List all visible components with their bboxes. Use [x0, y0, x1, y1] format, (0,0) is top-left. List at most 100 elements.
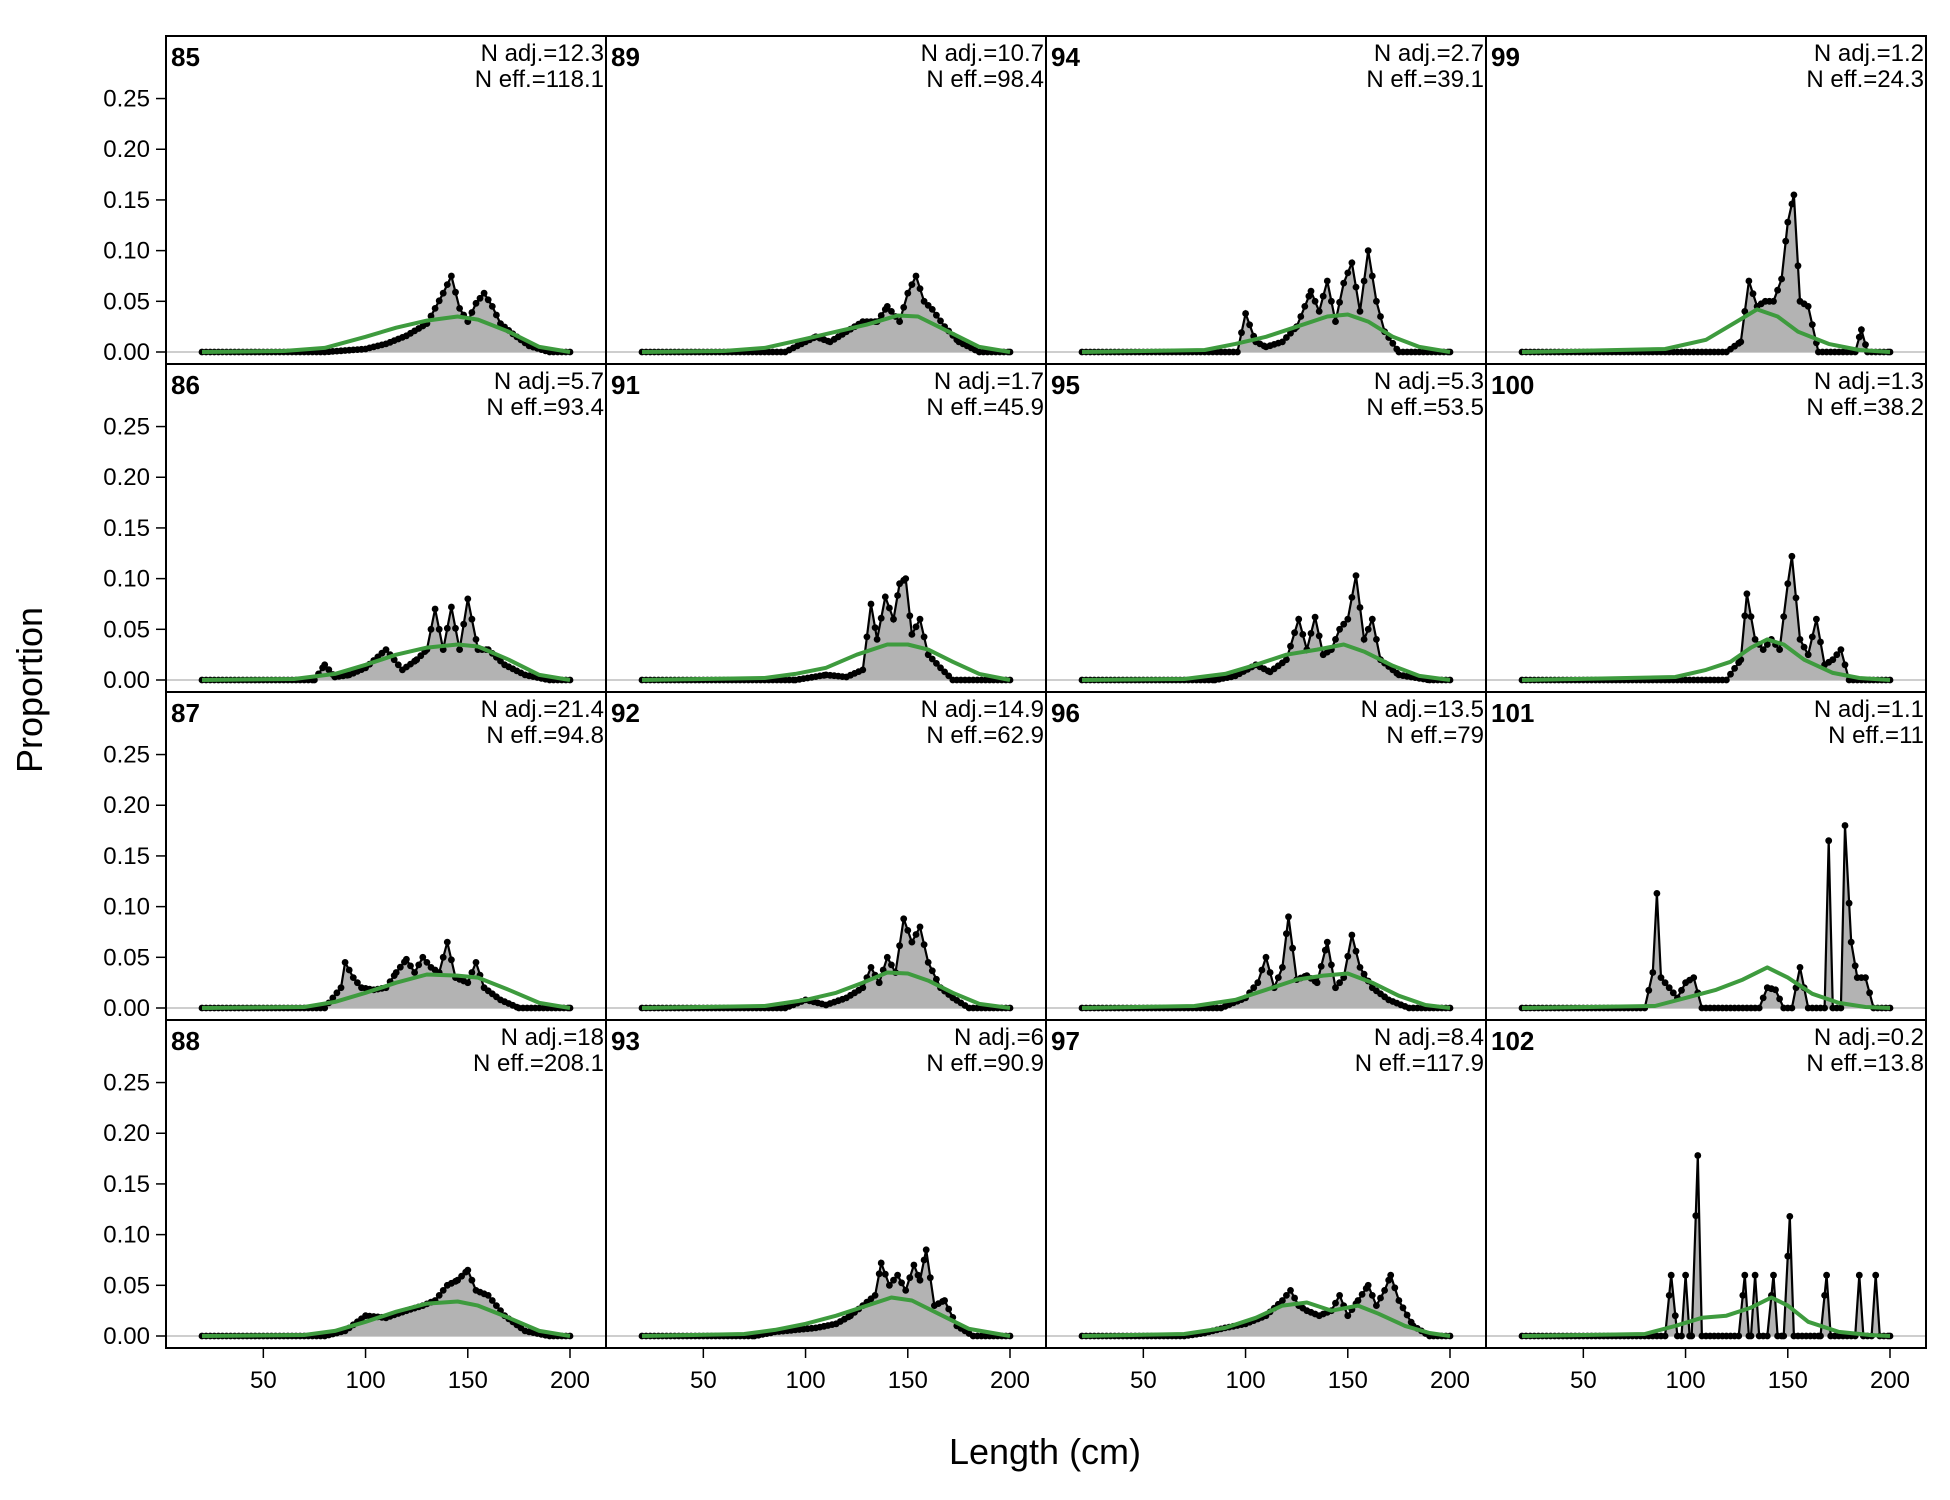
observed-point: [1307, 287, 1315, 295]
x-tick-label: 150: [448, 1367, 488, 1394]
observed-point: [1855, 333, 1863, 341]
observed-point: [468, 969, 476, 976]
observed-point: [1763, 641, 1771, 648]
observed-point: [1285, 913, 1292, 921]
observed-line: [1522, 1155, 1890, 1338]
observed-point: [1381, 1287, 1388, 1294]
expected-line: [201, 1299, 571, 1338]
observed-point: [1669, 989, 1677, 997]
observed-point: [906, 1274, 914, 1282]
observed-point: [1368, 272, 1376, 280]
observed-point: [1356, 308, 1364, 315]
x-tick-label: 50: [1570, 1367, 1597, 1394]
panel-n-adj: N adj.=1.7: [934, 368, 1044, 395]
observed-point: [427, 625, 435, 633]
y-tick-label: 0.10: [103, 238, 150, 265]
observed-point: [1313, 979, 1321, 987]
x-tick-label: 200: [1870, 1367, 1910, 1394]
observed-point: [1784, 1252, 1792, 1260]
y-tick-label: 0.05: [103, 288, 150, 315]
observed-point: [1817, 1332, 1824, 1340]
expected-line: [201, 314, 571, 354]
observed-point: [1723, 676, 1730, 684]
observed-point: [920, 941, 928, 948]
panel-label: 93: [611, 1026, 640, 1056]
observed-point: [1749, 290, 1757, 298]
panel-91: 91 N adj.=1.7N eff.=45.9: [605, 363, 1047, 693]
observed-point: [1328, 297, 1335, 305]
expected-line: [1521, 637, 1891, 682]
panel-94: 94 N adj.=2.7N eff.=39.1: [1045, 35, 1487, 365]
observed-point: [1735, 1332, 1743, 1340]
observed-point: [448, 272, 455, 280]
panel-95: 95 N adj.=5.3N eff.=53.5: [1045, 363, 1487, 693]
observed-point: [1340, 620, 1348, 628]
y-tick-label: 0.25: [103, 86, 150, 113]
observed-point: [1796, 636, 1804, 643]
observed-point: [1283, 930, 1290, 938]
observed-point: [924, 959, 932, 966]
observed-point: [1851, 962, 1859, 970]
observed-point: [920, 633, 928, 641]
observed-point: [1747, 1332, 1755, 1340]
panel-n-eff: N eff.=11: [1828, 722, 1924, 749]
observed-point: [1808, 633, 1816, 641]
observed-point: [1847, 938, 1855, 946]
observed-point: [1364, 1281, 1372, 1289]
observed-point: [912, 623, 920, 631]
observed-area: [642, 276, 1010, 352]
observed-area: [1522, 194, 1890, 352]
observed-point: [1360, 970, 1368, 978]
observed-point: [1800, 643, 1808, 651]
observed-point: [1279, 1297, 1286, 1304]
observed-point: [443, 624, 451, 632]
observed-point: [321, 1004, 329, 1012]
observed-point: [1770, 297, 1777, 305]
observed-point: [1776, 646, 1783, 653]
panel-93: 93 N adj.=6N eff.=90.9: [605, 1019, 1047, 1349]
observed-point: [1858, 326, 1865, 334]
observed-point: [1377, 1294, 1384, 1302]
observed-point: [1352, 947, 1360, 955]
observed-point: [1291, 629, 1298, 637]
observed-point: [1364, 247, 1372, 255]
panel-n-adj: N adj.=21.4: [481, 696, 604, 723]
observed-area: [642, 578, 1010, 680]
observed-point: [411, 969, 418, 976]
observed-point: [1336, 979, 1343, 987]
panel-n-eff: N eff.=13.8: [1806, 1050, 1924, 1077]
observed-point: [1287, 329, 1294, 337]
observed-point: [875, 1270, 883, 1278]
observed-point: [427, 312, 435, 320]
observed-point: [1678, 986, 1685, 994]
observed-point: [928, 306, 936, 313]
y-tick-label: 0.25: [103, 414, 150, 441]
panel-n-eff: N eff.=93.4: [486, 394, 604, 421]
panel-n-eff: N eff.=24.3: [1806, 66, 1924, 93]
x-tick-label: 100: [346, 1367, 386, 1394]
y-tick-label: 0.25: [103, 742, 150, 769]
panel-n-adj: N adj.=2.7: [1374, 40, 1484, 67]
panel-n-eff: N eff.=94.8: [486, 722, 604, 749]
observed-point: [1770, 1271, 1777, 1279]
observed-point: [937, 317, 944, 325]
panel-n-eff: N eff.=53.5: [1366, 394, 1484, 421]
y-tick-label: 0.00: [103, 1323, 150, 1350]
observed-point: [1368, 615, 1376, 623]
observed-point: [484, 296, 492, 304]
observed-point: [1399, 1304, 1407, 1312]
observed-point: [1287, 642, 1294, 650]
observed-point: [468, 309, 476, 316]
observed-point: [890, 615, 897, 623]
observed-point: [1792, 594, 1800, 602]
observed-point: [1391, 1284, 1399, 1292]
observed-point: [904, 289, 912, 297]
observed-point: [1804, 303, 1812, 310]
observed-area: [642, 1249, 1010, 1336]
panel-n-adj: N adj.=6: [954, 1024, 1044, 1051]
observed-point: [926, 1274, 934, 1282]
observed-point: [1311, 613, 1319, 621]
expected-line: [201, 642, 571, 682]
panel-92: 92 N adj.=14.9N eff.=62.9: [605, 691, 1047, 1021]
y-tick-label: 0.10: [103, 1222, 150, 1249]
